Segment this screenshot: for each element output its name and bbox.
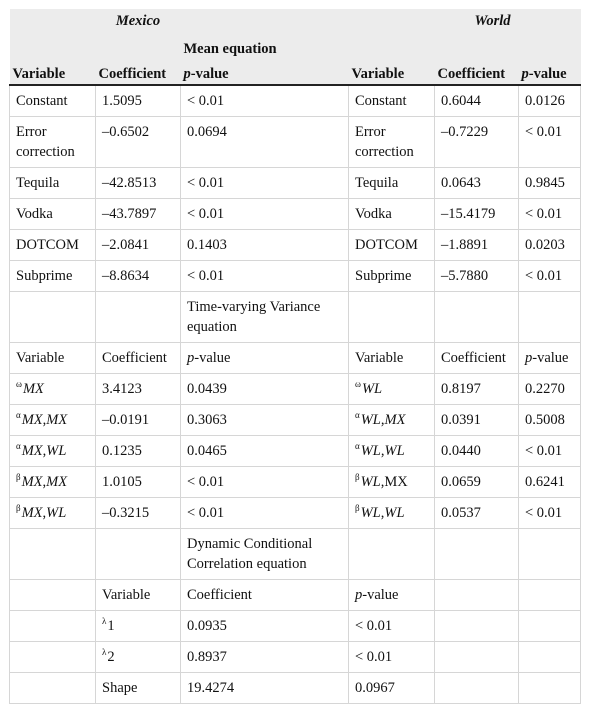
section-row-variance: Time-varying Variance equation: [9, 291, 581, 343]
table-row: βMX,MX 1.0105 < 0.01 βWL,MX 0.0659 0.624…: [9, 466, 581, 498]
header-world: World: [434, 9, 519, 33]
header-mexico: Mexico: [95, 9, 181, 33]
table-row: αMX,MX –0.0191 0.3063 αWL,MX 0.0391 0.50…: [9, 404, 581, 436]
table-row: λ1 0.0935 < 0.01: [9, 610, 581, 642]
table-row: Constant 1.5095 < 0.01 Constant 0.6044 0…: [9, 84, 581, 117]
regression-results-table: Mexico World Mean equation Variable Coef…: [9, 9, 581, 704]
table-row: αMX,WL 0.1235 0.0465 αWL,WL 0.0440 < 0.0…: [9, 435, 581, 467]
table-row: DOTCOM –2.0841 0.1403 DOTCOM –1.8891 0.0…: [9, 229, 581, 261]
table-row: βMX,WL –0.3215 < 0.01 βWL,WL 0.0537 < 0.…: [9, 497, 581, 529]
table-row: ωMX 3.4123 0.0439 ωWL 0.8197 0.2270: [9, 373, 581, 405]
dcc-subheader-row: Variable Coefficient p-value: [9, 579, 581, 611]
table-header: Mexico World Mean equation Variable Coef…: [9, 9, 581, 86]
table-row: Error correction –0.6502 0.0694 Error co…: [9, 116, 581, 168]
table-row: Shape 19.4274 0.0967: [9, 672, 581, 704]
header-mx-variable: Variable: [9, 58, 96, 86]
header-mx-pvalue: p-value: [180, 58, 349, 86]
header-wl-variable: Variable: [348, 58, 435, 86]
header-wl-pvalue: p-value: [518, 58, 581, 86]
table-row: Tequila –42.8513 < 0.01 Tequila 0.0643 0…: [9, 167, 581, 199]
variance-section-title: Time-varying Variance equation: [180, 291, 349, 343]
header-mx-coefficient: Coefficient: [95, 58, 181, 86]
header-wl-coefficient: Coefficient: [434, 58, 519, 86]
dcc-section-title: Dynamic Conditional Correlation equation: [180, 528, 349, 580]
table-row: λ2 0.8937 < 0.01: [9, 641, 581, 673]
table-row: Subprime –8.8634 < 0.01 Subprime –5.7880…: [9, 260, 581, 292]
section-row-dcc: Dynamic Conditional Correlation equation: [9, 528, 581, 580]
variance-subheader-row: Variable Coefficient p-value Variable Co…: [9, 342, 581, 374]
table-row: Vodka –43.7897 < 0.01 Vodka –15.4179 < 0…: [9, 198, 581, 230]
header-mean-equation: Mean equation: [180, 33, 349, 58]
table-body: Constant 1.5095 < 0.01 Constant 0.6044 0…: [9, 84, 581, 704]
